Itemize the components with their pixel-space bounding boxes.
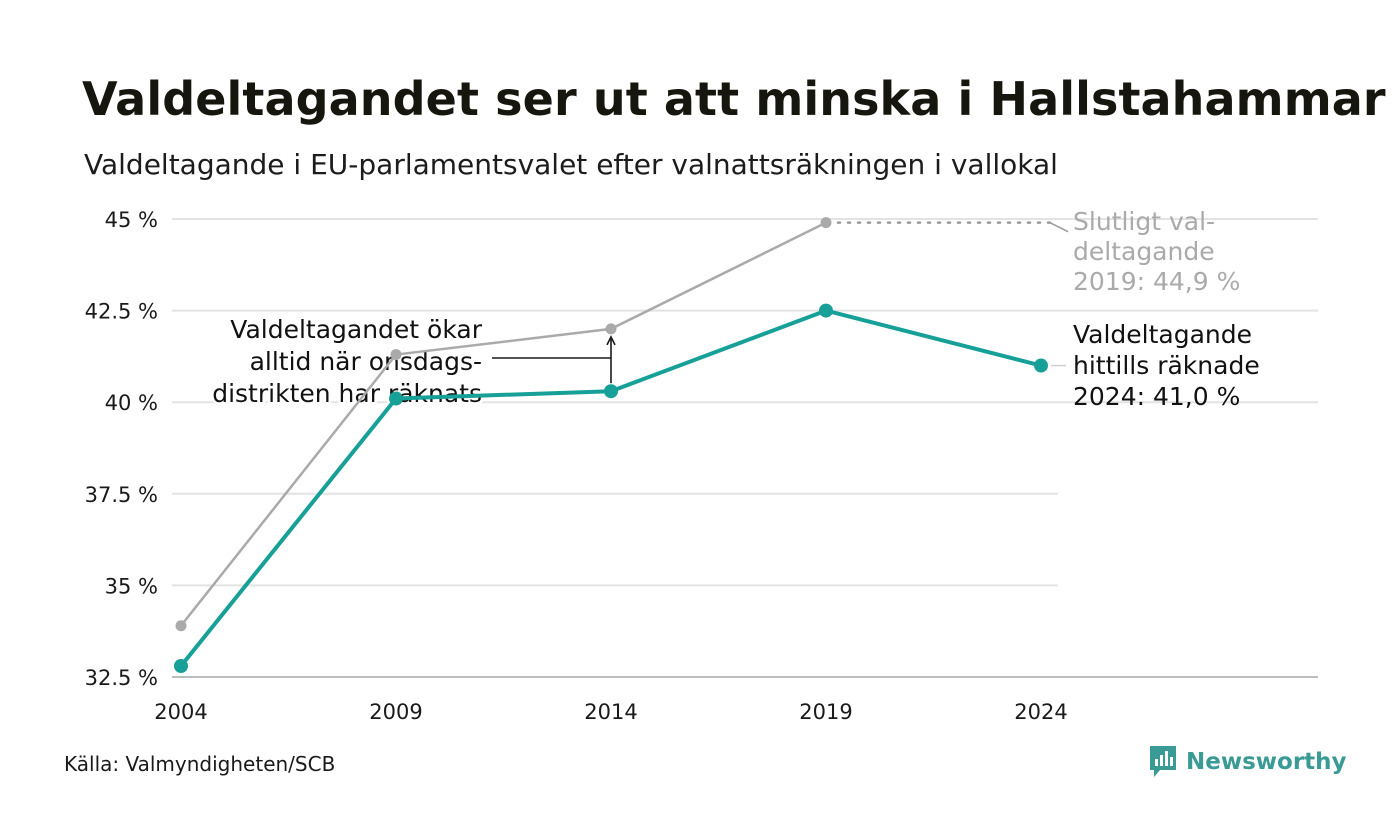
final-leader-tick: [1049, 221, 1069, 233]
source-note: Källa: Valmyndigheten/SCB: [64, 752, 336, 776]
current-value-label: 2024: 41,0 %: [1073, 382, 1240, 411]
final-series-point: [390, 349, 402, 361]
gap-annotation-label: Valdeltagandet ökar: [230, 315, 482, 344]
current-value-label: hittills räknade: [1073, 351, 1260, 380]
final-series-line: [179, 221, 828, 627]
grid-lines: [172, 218, 1318, 678]
current-series-point: [604, 384, 618, 399]
x-tick-label: 2024: [1014, 700, 1067, 724]
current-value-label: Valdeltagande: [1073, 320, 1252, 349]
final-value-label: Slutligt val-: [1073, 207, 1215, 236]
y-tick-label: 32.5 %: [85, 666, 158, 690]
gap-annotation-label: distrikten har räknats: [212, 379, 482, 408]
series: [174, 217, 1048, 674]
final-series-point: [605, 323, 617, 335]
current-series-point: [1034, 358, 1048, 373]
x-tick-label: 2004: [154, 700, 207, 724]
y-tick-label: 40 %: [105, 391, 158, 415]
x-tick-label: 2009: [369, 700, 422, 724]
current-series-point: [819, 303, 833, 318]
final-series-point: [175, 620, 187, 632]
y-tick-label: 35 %: [105, 574, 158, 598]
y-tick-label: 42.5 %: [85, 300, 158, 324]
chart-subtitle: Valdeltagande i EU-parlamentsvalet efter…: [84, 148, 1058, 181]
final-series-point: [820, 217, 832, 229]
newsworthy-logo[interactable]: Newsworthy: [1148, 744, 1347, 780]
y-tick-label: 37.5 %: [85, 483, 158, 507]
chart-title: Valdeltagandet ser ut att minska i Halls…: [82, 72, 1386, 126]
gap-arrow-head: [606, 335, 616, 346]
newsworthy-logo-icon: [1150, 746, 1176, 777]
y-tick-label: 45 %: [105, 208, 158, 232]
gap-annotation-label: alltid när onsdags-: [250, 347, 482, 376]
current-series-point: [389, 391, 403, 406]
final-value-label: deltagande: [1073, 237, 1215, 266]
current-series-point: [174, 659, 188, 674]
axis-labels: 32.5 % 35 % 37.5 % 40 % 42.5 % 45 % 2004 2009 20…: [85, 208, 1068, 724]
final-value-label: 2019: 44,9 %: [1073, 267, 1240, 296]
x-tick-label: 2019: [799, 700, 852, 724]
x-tick-label: 2014: [584, 700, 637, 724]
logo-text: Newsworthy: [1186, 749, 1347, 775]
